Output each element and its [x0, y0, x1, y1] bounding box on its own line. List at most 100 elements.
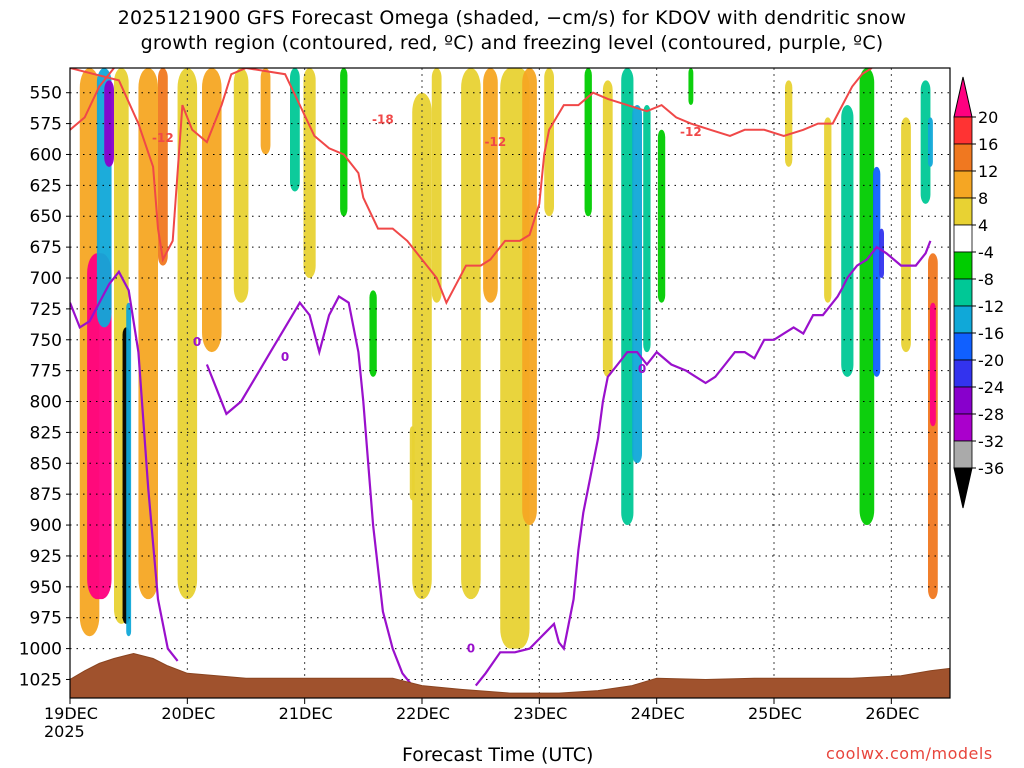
- y-tick-label: 750: [30, 331, 62, 351]
- freezing-contour-label: 0: [467, 641, 475, 655]
- y-tick-label: 725: [30, 300, 62, 320]
- colorbar-swatch: [953, 332, 973, 361]
- x-tick-label: 26DEC: [865, 704, 919, 723]
- colorbar-swatch: [953, 386, 973, 415]
- omega-cell: [260, 68, 271, 155]
- title-line-2: growth region (contoured, red, ºC) and f…: [140, 32, 884, 54]
- colorbar-swatch: [953, 143, 973, 172]
- omega-shading: [79, 68, 938, 649]
- colorbar-label: -28: [978, 405, 1004, 424]
- omega-cell: [879, 228, 884, 278]
- omega-cell: [785, 80, 793, 167]
- omega-cell: [202, 68, 222, 353]
- source-credit: coolwx.com/models: [826, 744, 993, 763]
- colorbar-label: -16: [978, 324, 1004, 343]
- y-tick-label: 875: [30, 485, 62, 505]
- x-tick-label: 22DEC: [396, 704, 450, 723]
- omega-cell: [138, 68, 158, 600]
- colorbar-swatch: [953, 278, 973, 307]
- y-tick-label: 850: [30, 454, 62, 474]
- dgz-contour: [70, 68, 873, 306]
- y-tick-label: 650: [30, 207, 62, 227]
- omega-cell: [621, 68, 634, 526]
- plot-frame: [69, 67, 951, 699]
- y-tick-label: 800: [30, 393, 62, 413]
- omega-cell: [688, 68, 694, 106]
- freezing-contour-label: 0: [193, 335, 201, 349]
- omega-cell: [901, 117, 911, 353]
- x-axis: 19DEC 20DEC 21DEC 22DEC 23DEC 24DEC 25DEC 26DEC…: [44, 698, 919, 741]
- omega-cell: [461, 68, 481, 600]
- x-tick-label: 19DEC: [44, 704, 98, 723]
- omega-cell: [873, 166, 881, 377]
- omega-cell: [158, 68, 168, 266]
- omega-cell: [303, 68, 316, 278]
- omega-cell: [643, 105, 651, 353]
- colorbar-cap: [953, 76, 973, 118]
- colorbar-swatch: [953, 170, 973, 199]
- colorbar-label: 4: [978, 216, 988, 235]
- omega-cell: [483, 68, 498, 303]
- freezing-level-contour: [205, 294, 423, 698]
- colorbar-label: 16: [978, 135, 998, 154]
- colorbar-swatch: [953, 224, 973, 253]
- omega-cell: [584, 68, 592, 217]
- colorbar-label: 20: [978, 108, 998, 127]
- omega-cell: [824, 117, 832, 303]
- x-tick-label: 23DEC: [513, 704, 567, 723]
- omega-cell: [841, 105, 854, 377]
- colorbar-label: -36: [978, 459, 1004, 478]
- colorbar-label: -8: [978, 270, 994, 289]
- freezing-level-contour: [474, 240, 932, 687]
- y-tick-label: 825: [30, 423, 62, 443]
- y-tick-label: 775: [30, 362, 62, 382]
- colorbar-swatch: [953, 359, 973, 388]
- y-tick-label: 625: [30, 176, 62, 196]
- colorbar-swatch: [953, 440, 973, 469]
- colorbar-label: -32: [978, 432, 1004, 451]
- dgz-contour-label: -12: [484, 135, 506, 149]
- omega-cell: [87, 253, 112, 600]
- y-tick-label: 1025: [19, 670, 62, 690]
- omega-cell: [126, 302, 132, 637]
- x-tick-year: 2025: [44, 722, 85, 741]
- colorbar-swatch: [953, 197, 973, 226]
- omega-cell: [340, 68, 348, 217]
- colorbar: 20 16 12 8 4 -4 -8 -12 -16 -20 -24 -28 -32 -36: [953, 76, 1004, 509]
- colorbar-label: 12: [978, 162, 998, 181]
- omega-cell: [369, 290, 377, 377]
- omega-cell: [632, 105, 642, 464]
- omega-cell: [929, 302, 936, 427]
- colorbar-label: -4: [978, 243, 994, 262]
- freezing-level-contour: [70, 269, 179, 662]
- y-tick-label: 600: [30, 145, 62, 165]
- omega-cell: [522, 68, 537, 526]
- colorbar-label: -20: [978, 351, 1004, 370]
- colorbar-label: -12: [978, 297, 1004, 316]
- dgz-contour-label: -12: [680, 125, 702, 139]
- y-tick-label: 900: [30, 516, 62, 536]
- omega-cell: [928, 117, 933, 167]
- colorbar-swatch: [953, 116, 973, 145]
- x-tick-label: 21DEC: [279, 704, 333, 723]
- colorbar-label: 8: [978, 189, 988, 208]
- x-tick-label: 24DEC: [631, 704, 685, 723]
- freezing-contour-label: 0: [638, 362, 646, 376]
- y-tick-label: 700: [30, 269, 62, 289]
- omega-cell: [431, 68, 442, 303]
- terrain-fill: [70, 652, 950, 698]
- dgz-contour-label: -12: [152, 131, 174, 145]
- x-tick-label: 20DEC: [161, 704, 215, 723]
- omega-cell: [602, 80, 613, 377]
- chart-title: 2025121900 GFS Forecast Omega (shaded, −…: [0, 6, 1024, 56]
- plot-area: -12 -18 -12 -12 0 0 0 0: [70, 68, 950, 698]
- y-tick-label: 1000: [19, 640, 62, 660]
- dgz-contour-label: -18: [372, 113, 394, 127]
- colorbar-swatch: [953, 305, 973, 334]
- x-axis-label: Forecast Time (UTC): [402, 744, 594, 766]
- x-tick-label: 25DEC: [748, 704, 802, 723]
- terrain: [70, 652, 950, 698]
- omega-cell: [859, 68, 875, 526]
- y-axis: 550 575 600 625 650 675 700 725 750 775 800 825 850 8…: [19, 84, 70, 690]
- y-tick-label: 575: [30, 115, 62, 135]
